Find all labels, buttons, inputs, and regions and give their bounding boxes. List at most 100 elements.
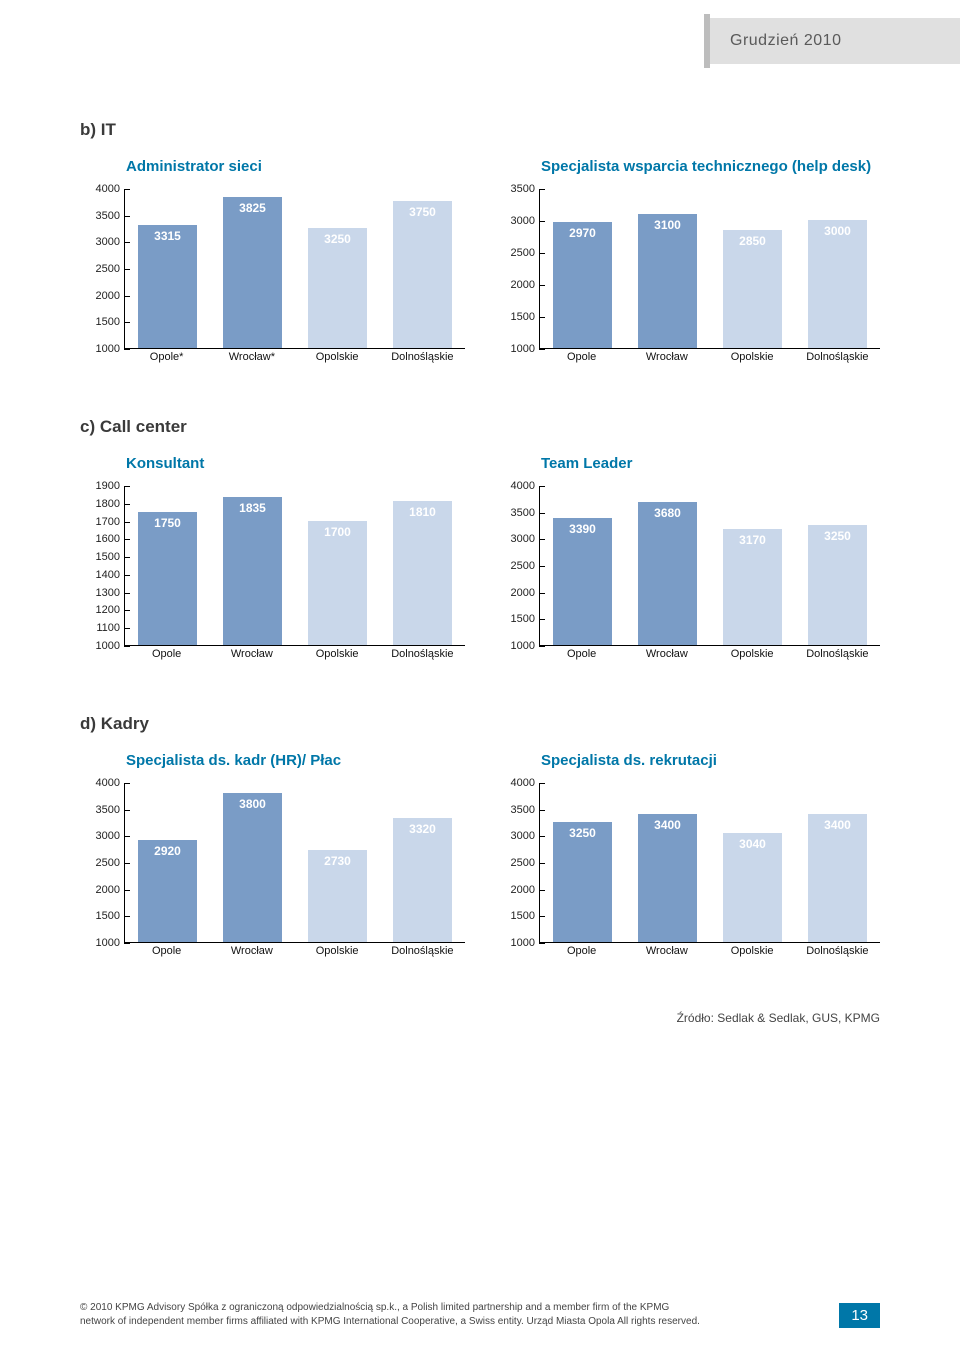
plot: 2920380027303320 [124, 783, 465, 943]
section-c: c) Call centerKonsultant1000110012001300… [80, 417, 880, 666]
bar: 2970 [553, 222, 613, 348]
x-label: Opolskie [295, 945, 380, 957]
x-axis: Opole*Wrocław*OpolskieDolnośląskie [124, 351, 465, 369]
bar: 3825 [223, 197, 283, 348]
x-label: Wrocław [209, 945, 294, 957]
x-axis: OpoleWrocławOpolskieDolnośląskie [124, 648, 465, 666]
plot: 3250 3400 3040 3400 [539, 783, 880, 943]
y-tick: 2500 [511, 857, 535, 869]
x-axis: OpoleWrocławOpolskieDolnośląskie [539, 351, 880, 369]
y-tick: 2500 [96, 857, 120, 869]
bar-value-label: 3750 [393, 205, 453, 219]
bar: 3100 [638, 214, 698, 348]
y-tick-mark [539, 943, 545, 944]
y-tick: 3500 [96, 804, 120, 816]
chart-hr_plac: Specjalista ds. kadr (HR)/ Płac100015002… [80, 752, 465, 963]
x-label: Wrocław* [209, 351, 294, 363]
y-tick: 3500 [511, 507, 535, 519]
y-tick: 2000 [96, 290, 120, 302]
x-label: Wrocław [624, 351, 709, 363]
bar: 3680 [638, 502, 698, 645]
plot: 1750 1835 1700 1810 [124, 486, 465, 646]
bar-value-label: 2850 [723, 234, 783, 248]
y-tick: 2000 [511, 279, 535, 291]
bar: 2850 [723, 230, 783, 348]
header-date-band: Grudzień 2010 [710, 18, 960, 64]
y-tick: 1300 [96, 587, 120, 599]
chart-area: 1000150020002500300035004000339036803170… [495, 486, 880, 666]
y-tick: 1000 [96, 343, 120, 355]
bar-value-label: 2730 [308, 854, 368, 868]
y-axis: 1000150020002500300035004000 [495, 783, 539, 943]
bar-value-label: 2970 [553, 226, 613, 240]
bar-value-label: 3170 [723, 533, 783, 547]
y-tick: 3500 [96, 210, 120, 222]
y-tick: 1000 [96, 937, 120, 949]
y-tick: 2500 [96, 263, 120, 275]
bar: 1750 [138, 512, 198, 645]
plot: 3315 3825 3250 3750 [124, 189, 465, 349]
x-label: Opole* [124, 351, 209, 363]
y-tick: 2500 [511, 247, 535, 259]
bar-value-label: 3400 [808, 818, 868, 832]
bar-value-label: 1700 [308, 525, 368, 539]
x-label: Opole [539, 648, 624, 660]
y-tick-mark [124, 943, 130, 944]
x-label: Dolnośląskie [380, 648, 465, 660]
chart-area: 1000150020002500300035002970310028503000… [495, 189, 880, 369]
chart-row: Specjalista ds. kadr (HR)/ Płac100015002… [80, 752, 880, 963]
bar-value-label: 3000 [808, 224, 868, 238]
bar: 1810 [393, 501, 453, 645]
bar-value-label: 3315 [138, 229, 198, 243]
x-label: Dolnośląskie [795, 648, 880, 660]
y-axis: 100015002000250030003500 [495, 189, 539, 349]
bar-value-label: 1810 [393, 505, 453, 519]
bar: 3390 [553, 518, 613, 645]
x-axis: OpoleWrocławOpolskieDolnośląskie [539, 648, 880, 666]
x-label: Opolskie [295, 648, 380, 660]
y-tick: 1100 [96, 622, 120, 634]
bar-value-label: 3390 [553, 522, 613, 536]
bar: 1835 [223, 497, 283, 645]
y-tick: 3000 [511, 215, 535, 227]
bar: 3250 [553, 822, 613, 942]
bar-value-label: 3400 [638, 818, 698, 832]
x-label: Opole [124, 945, 209, 957]
bar: 3040 [723, 833, 783, 942]
bar: 3250 [808, 525, 868, 645]
bar: 1700 [308, 521, 368, 645]
y-tick: 1500 [511, 613, 535, 625]
y-tick: 1900 [96, 480, 120, 492]
bar-value-label: 3250 [553, 826, 613, 840]
plot: 3390 3680 3170 3250 [539, 486, 880, 646]
y-tick: 4000 [96, 183, 120, 195]
bar-value-label: 2920 [138, 844, 198, 858]
x-axis: OpoleWrocławOpolskieDolnośląskie [539, 945, 880, 963]
bar: 3315 [138, 225, 198, 348]
y-tick: 1200 [96, 604, 120, 616]
chart-admin_sieci: Administrator sieci100015002000250030003… [80, 158, 465, 369]
x-label: Opolskie [710, 945, 795, 957]
bar-value-label: 3800 [223, 797, 283, 811]
x-label: Opole [539, 945, 624, 957]
y-tick: 2000 [511, 587, 535, 599]
y-tick: 1500 [96, 910, 120, 922]
y-tick: 1700 [96, 516, 120, 528]
bar-value-label: 3250 [308, 232, 368, 246]
section-b: b) ITAdministrator sieci1000150020002500… [80, 120, 880, 369]
y-axis: 1000150020002500300035004000 [80, 783, 124, 943]
footer-line-1: © 2010 KPMG Advisory Spółka z ograniczon… [80, 1302, 669, 1313]
chart-title: Specjalista ds. kadr (HR)/ Płac [126, 752, 465, 769]
chart-helpdesk: Specjalista wsparcia technicznego (help … [495, 158, 880, 369]
bar: 3400 [808, 814, 868, 942]
y-tick: 1000 [511, 640, 535, 652]
y-tick: 1000 [96, 640, 120, 652]
x-label: Wrocław [209, 648, 294, 660]
bar-value-label: 3100 [638, 218, 698, 232]
y-tick: 1000 [511, 343, 535, 355]
section-title: d) Kadry [80, 714, 880, 734]
x-label: Dolnośląskie [380, 945, 465, 957]
x-label: Opolskie [295, 351, 380, 363]
x-label: Opolskie [710, 648, 795, 660]
section-d: d) KadrySpecjalista ds. kadr (HR)/ Płac1… [80, 714, 880, 963]
